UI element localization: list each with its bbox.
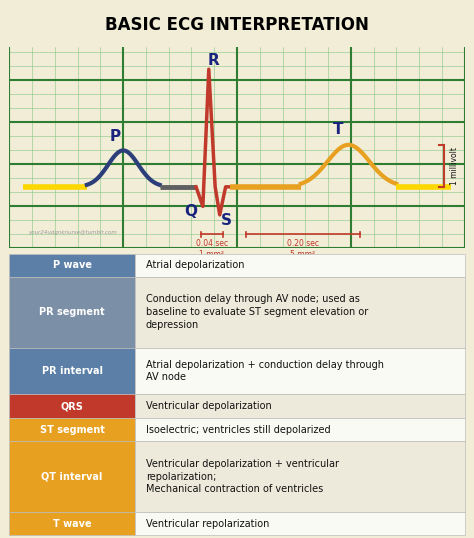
Bar [135, 512, 465, 535]
Text: Ventricular depolarization: Ventricular depolarization [146, 401, 272, 411]
Bar [9, 441, 135, 512]
Bar [9, 253, 135, 277]
Text: T wave: T wave [53, 519, 91, 528]
Text: T: T [333, 122, 343, 137]
Bar [135, 348, 465, 394]
Text: 1 millivolt: 1 millivolt [449, 147, 458, 185]
Text: PR interval: PR interval [42, 366, 102, 376]
Bar [135, 253, 465, 277]
Bar [135, 441, 465, 512]
Text: 0.20 sec
5 mm²: 0.20 sec 5 mm² [287, 239, 319, 259]
Bar [9, 348, 135, 394]
Text: 0.04 sec
1 mm²: 0.04 sec 1 mm² [196, 239, 228, 259]
Bar [9, 512, 135, 535]
Bar [135, 394, 465, 418]
Bar [9, 277, 135, 348]
Text: P: P [109, 129, 121, 144]
Text: QT interval: QT interval [41, 472, 103, 482]
Text: P wave: P wave [53, 260, 91, 270]
Bar [135, 277, 465, 348]
Text: Conduction delay through AV node; used as
baseline to evaluate ST segment elevat: Conduction delay through AV node; used a… [146, 294, 368, 330]
Text: QRS: QRS [61, 401, 83, 411]
Text: ST segment: ST segment [40, 424, 104, 435]
Text: R: R [208, 53, 219, 68]
Text: Atrial depolarization: Atrial depolarization [146, 260, 245, 270]
Text: S: S [221, 213, 232, 228]
Text: Q: Q [185, 204, 198, 219]
Text: Atrial depolarization + conduction delay through
AV node: Atrial depolarization + conduction delay… [146, 359, 384, 383]
Text: PR segment: PR segment [39, 307, 105, 317]
Text: your24udgnknurse@tumblr.com: your24udgnknurse@tumblr.com [27, 230, 117, 236]
Bar [9, 418, 135, 441]
Bar [9, 394, 135, 418]
Text: Ventricular depolarization + ventricular
repolarization;
Mechanical contraction : Ventricular depolarization + ventricular… [146, 459, 339, 494]
Text: Ventricular repolarization: Ventricular repolarization [146, 519, 269, 528]
Text: BASIC ECG INTERPRETATION: BASIC ECG INTERPRETATION [105, 16, 369, 34]
Bar [135, 418, 465, 441]
Text: Isoelectric; ventricles still depolarized: Isoelectric; ventricles still depolarize… [146, 424, 331, 435]
